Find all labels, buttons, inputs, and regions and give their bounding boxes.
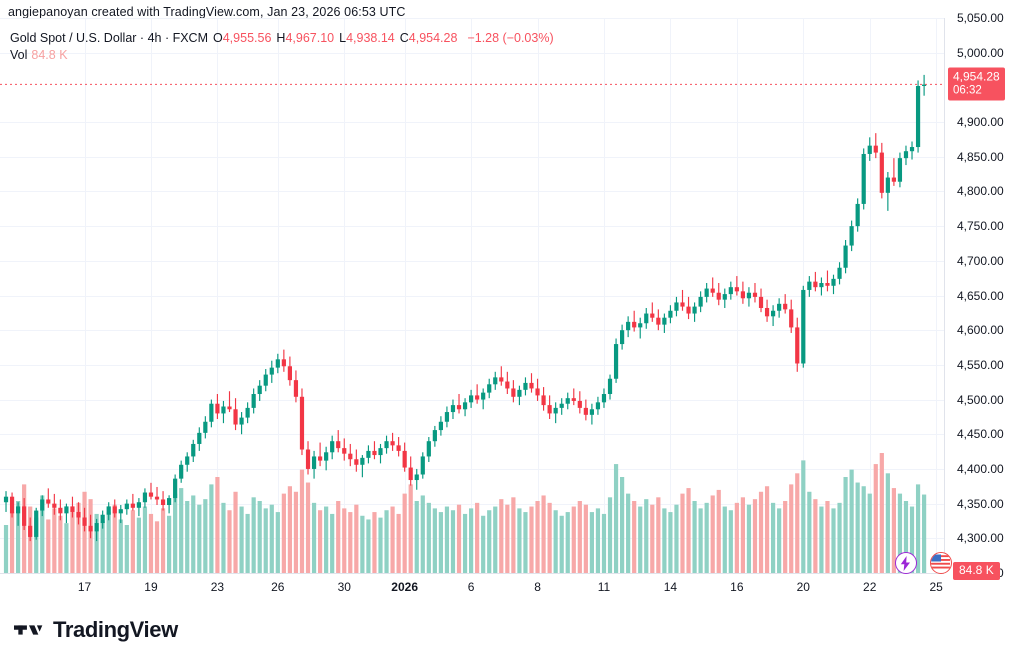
time-tick-label: 6 xyxy=(467,580,475,594)
time-tick-label: 17 xyxy=(77,580,92,594)
chart-plot-area[interactable] xyxy=(0,18,944,573)
price-tick-label: 4,350.00 xyxy=(957,496,1004,511)
price-tick-label: 4,800.00 xyxy=(957,184,1004,199)
candlestick-series xyxy=(0,74,944,573)
time-tick-label: 22 xyxy=(863,580,877,594)
time-tick-label: 11 xyxy=(597,580,611,594)
current-price-time: 06:32 xyxy=(953,84,982,97)
price-tick-label: 4,750.00 xyxy=(957,219,1004,234)
price-tick-label: 4,500.00 xyxy=(957,392,1004,407)
tradingview-footer: TradingView xyxy=(14,617,178,643)
price-tick-label: 4,300.00 xyxy=(957,531,1004,546)
time-tick-label: 20 xyxy=(796,580,810,594)
attribution-text: angiepanoyan created with TradingView.co… xyxy=(8,5,406,19)
current-price-badge: 4,954.28 06:32 xyxy=(948,67,1005,101)
us-flag-glyph xyxy=(931,553,950,572)
tradingview-wordmark: TradingView xyxy=(53,617,178,642)
lightning-bolt-icon[interactable] xyxy=(894,552,917,574)
price-tick-label: 4,400.00 xyxy=(957,461,1004,476)
chart-frame: Gold Spot / U.S. Dollar · 4h · FXCM O4,95… xyxy=(0,11,1024,599)
price-tick-label: 4,450.00 xyxy=(957,427,1004,442)
price-tick-label: 5,000.00 xyxy=(957,45,1004,60)
price-tick-label: 4,650.00 xyxy=(957,288,1004,303)
price-tick-label: 4,600.00 xyxy=(957,323,1004,338)
time-tick-label: 25 xyxy=(929,580,943,594)
price-tick-label: 4,550.00 xyxy=(957,357,1004,372)
time-tick-label: 23 xyxy=(210,580,225,594)
time-tick-label: 14 xyxy=(663,580,678,594)
time-tick-label: 16 xyxy=(730,580,744,594)
time-tick-label: 2026 xyxy=(391,580,419,594)
time-scale-axis[interactable]: 17 19 23 26 30 2026 6 8 11 14 16 20 22 25 xyxy=(0,573,944,599)
us-flag-icon[interactable] xyxy=(930,552,952,574)
tradingview-logo-icon xyxy=(14,625,43,635)
time-tick-label: 26 xyxy=(271,580,285,594)
volume-badge: 84.8 K xyxy=(953,562,1000,580)
price-tick-label: 4,900.00 xyxy=(957,115,1004,130)
time-tick-label: 30 xyxy=(337,580,351,594)
price-tick-label: 4,700.00 xyxy=(957,253,1004,268)
current-price-value: 4,954.28 xyxy=(953,69,1000,84)
time-tick-label: 19 xyxy=(144,580,158,594)
price-tick-label: 5,050.00 xyxy=(957,11,1004,25)
price-scale-axis[interactable]: 4,954.28 06:32 84.8 K 5,050.00 5,000.00 4,… xyxy=(944,11,1024,580)
price-tick-label: 4,850.00 xyxy=(957,149,1004,164)
time-tick-label: 8 xyxy=(534,580,541,594)
lightning-bolt-glyph xyxy=(900,556,910,571)
